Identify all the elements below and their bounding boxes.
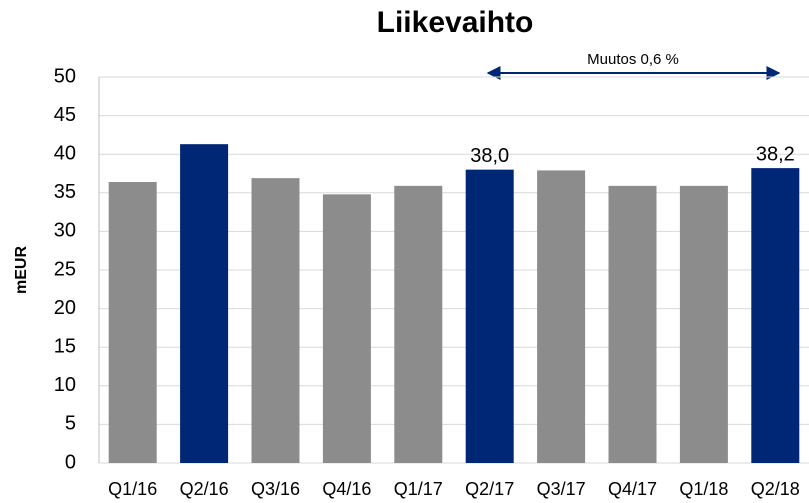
x-tick-label: Q3/16 — [251, 479, 300, 499]
bar — [322, 194, 371, 463]
data-label: 38,0 — [470, 145, 509, 167]
bar — [465, 169, 514, 463]
x-tick-label: Q1/16 — [108, 479, 157, 499]
bar — [608, 185, 657, 464]
y-tick-label: 15 — [54, 335, 76, 357]
x-tick-label: Q3/17 — [537, 479, 586, 499]
bar — [108, 181, 157, 463]
y-tick-label: 45 — [54, 104, 76, 126]
y-tick-label: 10 — [54, 374, 76, 396]
x-tick-label: Q2/18 — [751, 479, 800, 499]
x-tick-label: Q1/17 — [394, 479, 443, 499]
bar — [679, 185, 728, 464]
y-tick-label: 30 — [54, 220, 76, 242]
data-label: 38,2 — [756, 143, 795, 165]
x-tick-label: Q2/16 — [180, 479, 229, 499]
bar — [251, 178, 300, 463]
bar — [180, 144, 229, 463]
y-tick-label: 0 — [65, 451, 76, 473]
y-tick-label: 20 — [54, 297, 76, 319]
bar — [394, 185, 443, 464]
y-tick-label: 35 — [54, 181, 76, 203]
y-tick-label: 50 — [54, 65, 76, 87]
x-tick-label: Q1/18 — [679, 479, 728, 499]
y-axis-label: mEUR — [13, 246, 30, 294]
x-tick-label: Q2/17 — [465, 479, 514, 499]
y-tick-label: 25 — [54, 258, 76, 280]
bar — [751, 168, 800, 463]
annotation: Muutos 0,6 % — [587, 51, 679, 68]
y-tick-label: 40 — [54, 142, 76, 164]
x-tick-label: Q4/17 — [608, 479, 657, 499]
y-tick-label: 5 — [65, 413, 76, 435]
chart-title: Liikevaihto — [377, 6, 534, 39]
bar — [537, 170, 586, 464]
x-tick-label: Q4/16 — [322, 479, 371, 499]
